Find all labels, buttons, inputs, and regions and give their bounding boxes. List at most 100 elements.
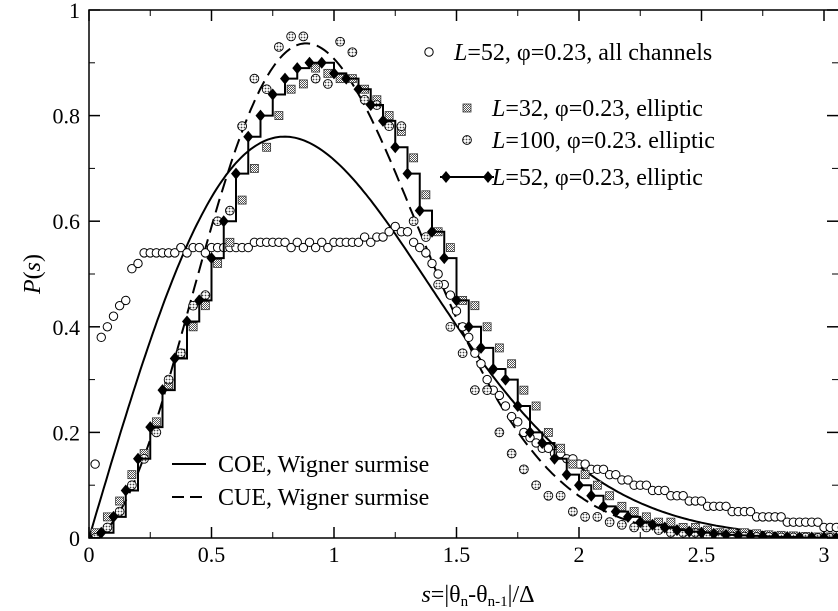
data-point	[635, 516, 646, 529]
data-point	[623, 510, 633, 523]
data-point	[525, 426, 535, 439]
data-point	[666, 517, 676, 527]
data-point	[556, 443, 566, 453]
data-point	[402, 227, 413, 237]
data-point	[592, 512, 603, 522]
data-point	[610, 505, 621, 518]
data-point	[194, 294, 205, 307]
legend-coe-label: COE, Wigner surmise	[218, 452, 429, 478]
data-point	[568, 459, 578, 469]
x-tick-label: 0.5	[198, 542, 226, 567]
y-tick-label: 0.4	[53, 315, 81, 340]
data-point	[494, 343, 504, 353]
data-point	[317, 237, 327, 248]
data-point	[745, 506, 756, 517]
data-point	[488, 363, 499, 376]
data-point	[243, 242, 253, 253]
data-point	[200, 301, 210, 311]
data-point	[641, 512, 651, 522]
data-point	[249, 73, 260, 84]
data-point	[335, 36, 345, 47]
data-point	[470, 348, 480, 358]
data-point	[770, 530, 780, 538]
data-point	[445, 290, 456, 300]
data-point	[298, 79, 308, 89]
data-point	[598, 464, 609, 475]
y-tick-label: 0.6	[53, 209, 81, 234]
data-point	[323, 79, 333, 89]
data-point	[133, 258, 143, 269]
data-point	[280, 72, 290, 85]
data-point	[647, 518, 658, 531]
data-point	[641, 480, 652, 490]
data-point	[310, 242, 321, 253]
data-point	[592, 480, 602, 490]
data-point	[133, 452, 143, 465]
data-point	[757, 530, 768, 538]
data-point	[292, 237, 302, 248]
data-point	[182, 248, 192, 258]
data-point	[298, 242, 309, 253]
data-point	[623, 475, 633, 485]
data-point	[90, 459, 100, 469]
data-point	[451, 306, 462, 316]
data-point	[353, 83, 364, 96]
data-point	[347, 47, 358, 58]
data-point	[225, 237, 235, 247]
data-point	[433, 279, 443, 290]
data-point	[390, 141, 401, 154]
data-point	[157, 384, 168, 397]
data-point	[286, 84, 296, 94]
data-point	[237, 195, 247, 205]
data-point	[721, 528, 731, 538]
data-point	[170, 248, 180, 258]
data-point	[605, 491, 615, 501]
data-point	[421, 232, 431, 242]
data-point	[120, 484, 131, 497]
data-point	[194, 242, 204, 253]
data-point	[96, 526, 107, 538]
data-point	[470, 301, 480, 311]
data-point	[561, 468, 572, 481]
data-point	[261, 84, 272, 95]
data-point	[115, 496, 125, 506]
data-point	[237, 121, 247, 132]
data-point	[225, 205, 235, 216]
y-tick-label: 0	[69, 526, 80, 551]
data-point	[108, 510, 119, 523]
x-tick-label: 1.5	[443, 542, 471, 567]
y-tick-label: 1	[69, 0, 80, 23]
data-point	[378, 232, 388, 242]
data-point	[255, 109, 266, 122]
data-point	[298, 31, 309, 42]
data-point	[580, 512, 590, 522]
data-point	[402, 167, 413, 180]
plot-frame	[88, 9, 838, 539]
y-tick-label: 0.2	[53, 420, 81, 445]
data-point	[708, 527, 719, 538]
data-point	[598, 500, 609, 513]
data-point	[831, 532, 838, 538]
data-point	[543, 427, 553, 437]
coe-curve	[89, 135, 838, 538]
data-point	[176, 242, 186, 253]
series-markers	[89, 31, 838, 538]
data-point	[531, 401, 541, 411]
data-point	[500, 373, 511, 386]
data-point	[617, 501, 627, 511]
data-point	[813, 517, 823, 527]
x-tick-label: 2.5	[688, 542, 716, 567]
data-point	[543, 490, 554, 501]
legend-cue-label: CUE, Wigner surmise	[218, 485, 429, 511]
legend-top: L=52, φ=0.23, all channels L=32, φ=0.23, …	[424, 40, 715, 191]
series-1	[90, 63, 838, 538]
data-point	[494, 427, 505, 438]
data-point	[684, 525, 695, 538]
data-point	[476, 341, 486, 354]
x-tick-label: 1	[329, 542, 340, 567]
data-point	[127, 470, 137, 480]
data-point	[445, 321, 456, 332]
data-point	[249, 163, 259, 173]
data-point	[678, 491, 688, 501]
